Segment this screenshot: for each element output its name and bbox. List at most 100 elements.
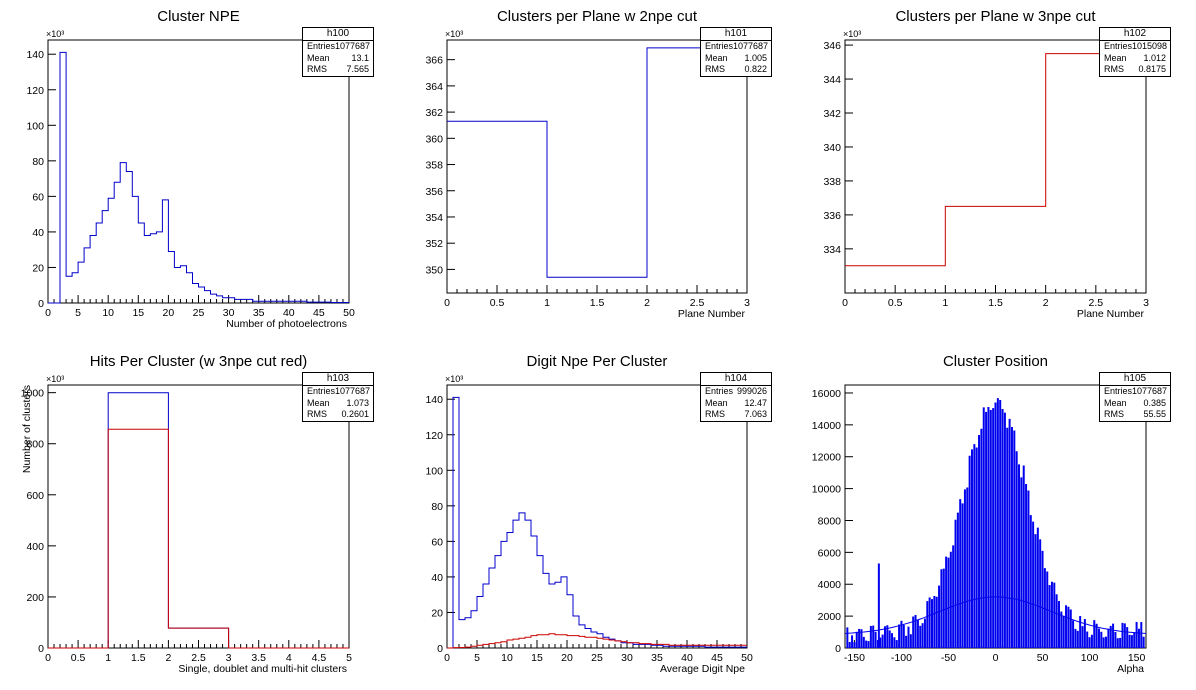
y-tick-label: 350	[425, 264, 443, 276]
stats-box: h104 Entries 999026 Mean 12.47 RMS 7.063	[700, 372, 772, 422]
y-tick-label: 10000	[812, 484, 841, 496]
stats-key: Entries	[1104, 386, 1133, 396]
stats-row: RMS 0.8175	[1100, 64, 1170, 76]
stats-key: Entries	[705, 386, 734, 396]
y-tick-label: 0	[835, 643, 841, 655]
stats-value: 1077687	[1132, 386, 1168, 396]
stats-value: 1077687	[335, 41, 371, 51]
x-tick-label: 30	[621, 652, 633, 664]
y-tick-label: 0	[437, 643, 443, 655]
stats-value: 0.822	[744, 64, 767, 74]
x-tick-label: 0	[444, 652, 450, 664]
y-tick-label: 8000	[818, 515, 842, 527]
x-tick-label: 0	[45, 652, 51, 664]
y-tick-label: 12000	[812, 452, 841, 464]
axis-exponent: ×10³	[445, 29, 463, 39]
x-tick-label: 0.5	[490, 297, 505, 309]
x-tick-label: 35	[651, 652, 663, 664]
y-tick-label: 6000	[818, 547, 842, 559]
series-line	[845, 53, 1146, 267]
stats-key: Mean	[705, 397, 728, 408]
x-tick-label: 20	[561, 652, 573, 664]
x-tick-label: -50	[941, 652, 956, 664]
stats-value: 7.063	[744, 409, 767, 419]
stats-box: h102 Entries 1015098 Mean 1.012 RMS 0.8175	[1099, 27, 1171, 77]
stats-row: Entries 1077687	[701, 41, 771, 53]
y-tick-label: 364	[425, 81, 443, 93]
x-tick-label: 45	[313, 307, 325, 319]
x-tick-label: 2.5	[690, 297, 705, 309]
stats-box: h105 Entries 1077687 Mean 0.385 RMS 55.55	[1099, 372, 1171, 422]
series-line	[48, 428, 349, 649]
y-tick-label: 1000	[21, 388, 45, 400]
x-axis-label: Alpha	[1117, 663, 1144, 675]
x-tick-label: 40	[283, 307, 295, 319]
x-axis-label: Plane Number	[1077, 308, 1145, 320]
y-tick-label: 0	[38, 643, 44, 655]
y-axis-label: Number of clusters	[21, 385, 33, 473]
x-tick-label: 3.5	[251, 652, 266, 664]
stats-key: Entries	[307, 41, 336, 51]
y-tick-label: 342	[823, 108, 841, 120]
y-tick-label: 140	[425, 394, 443, 406]
stats-row: RMS 55.55	[1100, 409, 1170, 421]
x-axis-label: Single, doublet and multi-hit clusters	[178, 663, 347, 675]
x-tick-label: 25	[193, 307, 205, 319]
y-tick-label: 360	[425, 133, 443, 145]
x-tick-label: 4.5	[312, 652, 327, 664]
x-tick-label: 50	[741, 652, 753, 664]
stats-value: 1.073	[346, 397, 369, 408]
stats-value: 1077687	[733, 41, 769, 51]
x-tick-label: 5	[474, 652, 480, 664]
x-tick-label: 0.5	[888, 297, 903, 309]
x-tick-label: 10	[102, 307, 114, 319]
y-tick-label: 120	[425, 430, 443, 442]
x-tick-label: 10	[501, 652, 513, 664]
stats-row: Mean 1.012	[1100, 53, 1170, 65]
series-line	[447, 633, 747, 649]
x-tick-label: 1.5	[988, 297, 1003, 309]
x-tick-label: 0.5	[71, 652, 86, 664]
y-tick-label: 334	[823, 244, 841, 256]
stats-key: Mean	[307, 397, 330, 408]
stats-value: 1.005	[744, 52, 767, 63]
chart-title: Clusters per Plane w 2npe cut	[496, 8, 698, 25]
series-line	[447, 396, 747, 649]
x-tick-label: 30	[223, 307, 235, 319]
stats-box: h100 Entries 1077687 Mean 13.1 RMS 7.565	[302, 27, 374, 77]
x-tick-label: -150	[844, 652, 865, 664]
x-tick-label: 50	[1037, 652, 1049, 664]
x-tick-label: 50	[343, 307, 355, 319]
y-tick-label: 336	[823, 210, 841, 222]
chart-title: Cluster NPE	[157, 8, 240, 25]
axis-exponent: ×10³	[843, 29, 861, 39]
stats-value: 0.2601	[341, 409, 369, 419]
stats-key: Entries	[705, 41, 734, 51]
stats-row: Entries 1077687	[303, 386, 373, 398]
x-tick-label: 0	[842, 297, 848, 309]
stats-value: 1.012	[1143, 52, 1166, 63]
stats-name: h102	[1100, 28, 1170, 41]
x-tick-label: 3	[226, 652, 232, 664]
x-tick-label: 2.5	[191, 652, 206, 664]
stats-name: h101	[701, 28, 771, 41]
y-tick-label: 100	[425, 465, 443, 477]
stats-row: Entries 999026	[701, 386, 771, 398]
stats-box: h101 Entries 1077687 Mean 1.005 RMS 0.822	[700, 27, 772, 77]
x-tick-label: 0	[45, 307, 51, 319]
series-line	[447, 47, 747, 278]
y-tick-label: 20	[32, 262, 44, 274]
stats-key: Mean	[1104, 52, 1127, 63]
y-tick-label: 366	[425, 55, 443, 67]
x-axis-label: Number of photoelectrons	[226, 318, 347, 330]
y-tick-label: 60	[431, 536, 443, 548]
axis-exponent: ×10³	[46, 374, 64, 384]
x-tick-label: 45	[711, 652, 723, 664]
stats-row: Mean 13.1	[303, 53, 373, 65]
stats-name: h100	[303, 28, 373, 41]
stats-row: Mean 0.385	[1100, 398, 1170, 410]
x-axis-label: Average Digit Npe	[660, 663, 745, 675]
y-tick-label: 346	[823, 40, 841, 52]
stats-key: Entries	[1104, 41, 1133, 51]
stats-key: Entries	[307, 386, 336, 396]
